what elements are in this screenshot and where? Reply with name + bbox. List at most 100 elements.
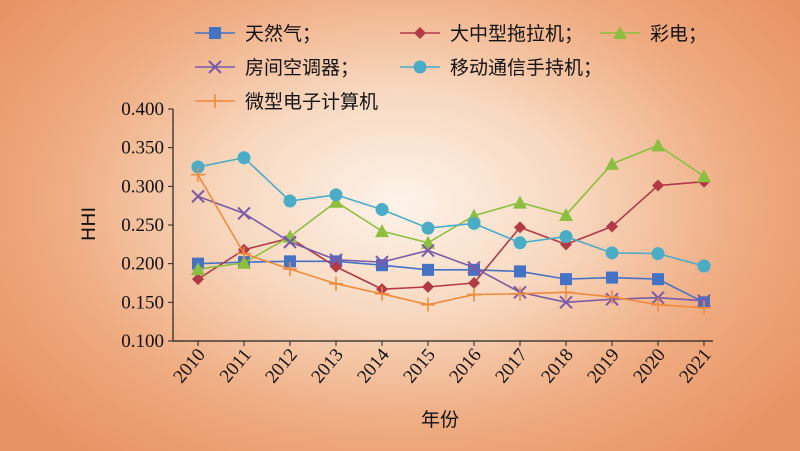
data-point <box>651 138 665 152</box>
x-tick-label: 2018 <box>537 345 578 388</box>
data-point <box>237 246 251 261</box>
series-layer <box>191 138 711 315</box>
data-point <box>559 285 573 300</box>
y-tick-label: 0.200 <box>121 254 164 275</box>
data-point <box>191 262 205 276</box>
data-point <box>422 280 434 293</box>
legend-marker <box>613 26 627 39</box>
x-tick-label: 2015 <box>399 345 440 388</box>
data-point <box>560 273 572 286</box>
data-point <box>697 259 711 273</box>
legend-label: 彩电； <box>650 23 707 45</box>
data-point <box>606 271 618 284</box>
x-tick-label: 2013 <box>307 345 348 388</box>
data-point <box>467 260 481 275</box>
data-point <box>329 276 343 291</box>
data-point <box>605 156 619 170</box>
data-point <box>375 255 389 269</box>
x-tick-label: 2010 <box>169 345 210 388</box>
data-point <box>651 297 665 312</box>
x-tick-label: 2019 <box>583 345 624 388</box>
data-point <box>697 300 711 315</box>
data-point <box>468 277 480 289</box>
data-point <box>697 169 711 183</box>
data-point <box>606 220 618 233</box>
x-tick-label: 2016 <box>445 345 486 388</box>
legend-item: 移动通信手持机； <box>400 57 602 79</box>
x-tick-label: 2017 <box>491 345 532 388</box>
data-point <box>283 235 297 249</box>
series-line <box>197 174 705 309</box>
legend-label: 房间空调器； <box>245 57 359 79</box>
legend-label: 大中型拖拉机； <box>450 23 583 45</box>
series-2 <box>191 138 711 276</box>
data-point <box>192 273 204 286</box>
data-point <box>652 273 664 286</box>
series-line <box>197 180 705 290</box>
series-1 <box>192 175 710 296</box>
data-point <box>237 206 251 221</box>
data-point <box>467 216 481 230</box>
data-point <box>467 287 481 302</box>
data-point <box>559 230 573 244</box>
data-point <box>514 221 526 234</box>
data-point <box>191 189 205 204</box>
data-point <box>329 253 343 267</box>
x-axis-title: 年份 <box>421 409 459 431</box>
series-line <box>197 260 705 304</box>
legend-marker <box>209 27 221 39</box>
data-point <box>191 160 205 174</box>
y-axis-title: HHI <box>78 207 100 241</box>
legend-marker <box>208 94 222 108</box>
x-tick-label: 2020 <box>629 345 670 388</box>
data-point <box>421 235 435 249</box>
legend-marker <box>208 60 222 74</box>
x-tick-label: 2021 <box>675 345 716 388</box>
legend-label: 移动通信手持机； <box>450 57 602 79</box>
legend-item: 彩电； <box>600 23 707 45</box>
x-tick-label: 2014 <box>353 344 394 387</box>
legend-marker <box>413 60 427 74</box>
data-point <box>559 207 573 221</box>
legend-item: 天然气； <box>195 23 321 45</box>
legend-item: 房间空调器； <box>195 57 359 79</box>
data-point <box>513 236 527 250</box>
data-point <box>421 221 435 235</box>
data-point <box>651 247 665 261</box>
data-point <box>421 297 435 312</box>
series-line <box>197 144 705 270</box>
legend-label: 天然气； <box>245 23 321 45</box>
legend-item: 微型电子计算机 <box>195 91 378 113</box>
data-point <box>652 179 664 192</box>
data-point <box>237 151 251 165</box>
data-point <box>422 263 434 276</box>
data-point <box>283 262 297 277</box>
data-point <box>513 286 527 301</box>
legend-item: 大中型拖拉机； <box>400 23 583 45</box>
data-point <box>421 243 435 258</box>
data-point <box>283 194 297 208</box>
data-point <box>514 265 526 278</box>
data-point <box>191 167 205 182</box>
y-tick-label: 0.150 <box>121 292 164 313</box>
legend-marker <box>414 27 426 39</box>
x-tick-label: 2011 <box>216 345 256 387</box>
series-5 <box>191 167 711 315</box>
y-tick-label: 0.300 <box>121 176 164 197</box>
data-point <box>375 203 389 217</box>
y-tick-label: 0.250 <box>121 215 164 236</box>
y-tick-label: 0.100 <box>121 331 164 352</box>
data-point <box>284 255 296 268</box>
y-tick-label: 0.400 <box>121 99 164 120</box>
legend-label: 微型电子计算机 <box>245 91 378 113</box>
series-line <box>197 156 705 267</box>
series-0 <box>192 255 710 309</box>
data-point <box>329 188 343 202</box>
x-tick-label: 2012 <box>261 345 302 388</box>
data-point <box>513 195 527 209</box>
legend: 天然气； 大中型拖拉机； 彩电； 房间空调器； 移动通信手持机； 微型电子计算机 <box>195 23 707 113</box>
series-4 <box>191 151 711 273</box>
